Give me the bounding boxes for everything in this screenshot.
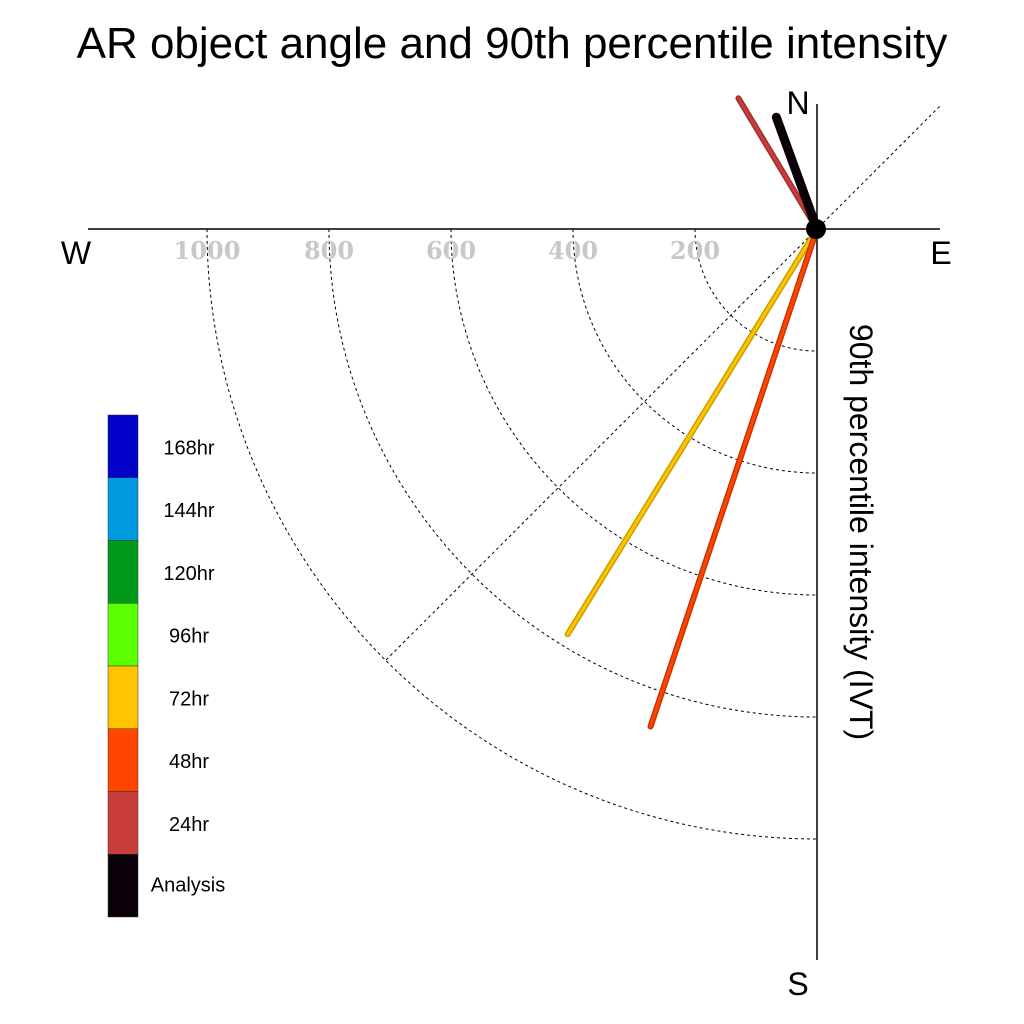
- vector-24hr: [736, 96, 819, 231]
- radial-tick-label-400: 400: [548, 236, 598, 265]
- legend-swatch-analysis: [107, 854, 139, 918]
- origin-marker: [806, 219, 826, 239]
- legend: 168hr 144hr 120hr 96hr 72hr 48hr 24hr Analysis: [107, 414, 225, 918]
- compass-south-label: S: [787, 966, 808, 1002]
- legend-label-168hr: 168hr: [163, 437, 214, 459]
- legend-label-analysis: Analysis: [151, 875, 225, 897]
- legend-swatch-96hr: [107, 603, 139, 667]
- y-axis-label: 90th percentile intensity (IVT): [843, 324, 879, 740]
- grid-ring-800: [328, 228, 818, 718]
- legend-swatch-72hr: [107, 665, 139, 729]
- grid-ring-600: [450, 228, 818, 596]
- legend-swatch-24hr: [107, 791, 139, 855]
- legend-label-120hr: 120hr: [163, 563, 214, 585]
- legend-label-96hr: 96hr: [169, 626, 209, 648]
- legend-label-72hr: 72hr: [169, 688, 209, 710]
- radial-tick-label-800: 800: [304, 236, 354, 265]
- chart-title: AR object angle and 90th percentile inte…: [77, 19, 948, 68]
- legend-label-144hr: 144hr: [163, 500, 214, 522]
- diagonal-gridline: [385, 105, 941, 661]
- radial-tick-label-1000: 1000: [174, 236, 241, 265]
- legend-swatch-144hr: [107, 477, 139, 541]
- compass-north-label: N: [786, 85, 809, 121]
- grid-ring-400: [572, 228, 818, 474]
- vector-series: [564, 95, 822, 730]
- compass-west-label: W: [61, 235, 92, 271]
- radial-tick-label-600: 600: [426, 236, 476, 265]
- grid-rings: [206, 228, 818, 840]
- legend-swatch-120hr: [107, 540, 139, 604]
- legend-label-24hr: 24hr: [169, 814, 209, 836]
- legend-swatch-168hr: [107, 414, 139, 478]
- legend-label-48hr: 48hr: [169, 751, 209, 773]
- radial-tick-labels: 1000 800 600 400 200: [174, 236, 720, 265]
- vector-analysis: [772, 113, 821, 233]
- vector-72hr: [566, 227, 819, 636]
- grid-ring-1000: [206, 228, 818, 840]
- compass-east-label: E: [930, 235, 951, 271]
- legend-swatch-48hr: [107, 728, 139, 792]
- radial-tick-label-200: 200: [670, 236, 720, 265]
- grid-ring-200: [694, 228, 818, 352]
- vector-48hr: [649, 227, 819, 728]
